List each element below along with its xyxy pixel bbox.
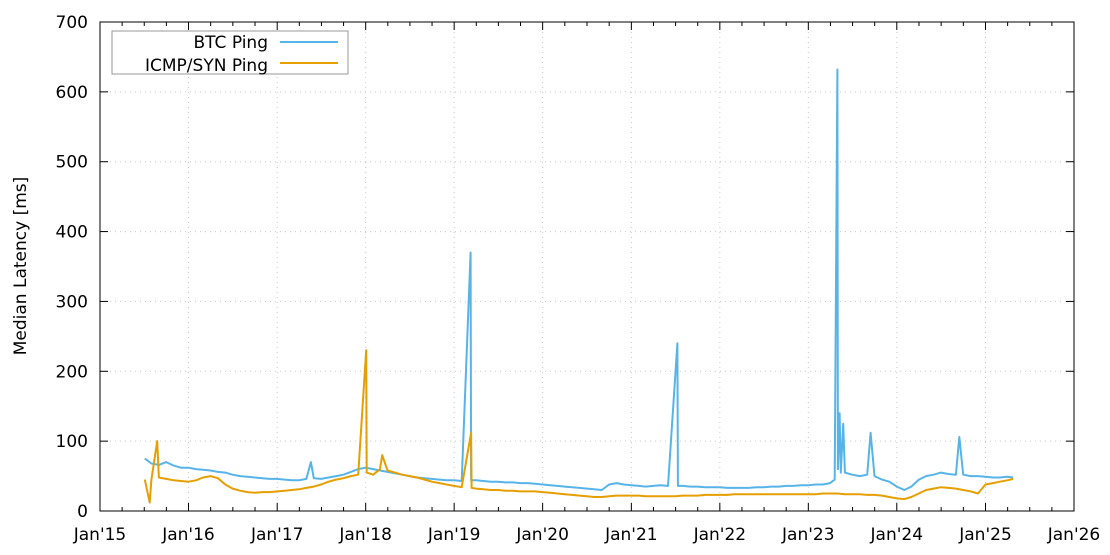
y-tick-label: 400 [56,223,88,243]
series-line-btc-ping [144,68,1014,491]
x-tick-label: Jan'16 [161,525,215,545]
x-tick-label: Jan'18 [338,525,392,545]
x-tick-label: Jan'23 [781,525,835,545]
legend-label-icmp-syn-ping: ICMP/SYN Ping [145,56,268,76]
x-tick-label: Jan'17 [250,525,304,545]
y-tick-label: 100 [56,432,88,452]
x-tick-label: Jan'21 [604,525,658,545]
legend-label-btc-ping: BTC Ping [194,33,269,53]
x-tick-label: Jan'25 [958,525,1012,545]
x-tick-label: Jan'20 [515,525,569,545]
x-tick-label: Jan'22 [693,525,747,545]
y-axis-label: Median Latency [ms] [11,177,31,356]
legend-box [111,30,349,75]
x-tick-label: Jan'19 [427,525,481,545]
y-tick-label: 500 [56,153,88,173]
series-line-icmp-syn-ping [143,349,1014,504]
y-tick-label: 200 [56,362,88,382]
x-tick-label: Jan'24 [870,525,924,545]
y-tick-label: 600 [56,83,88,103]
axis-ticks: 0 100 200 300 400 500 600 700 Jan'15 Jan'16 Jan'17… [56,13,1101,545]
x-tick-label: Jan'26 [1047,525,1101,545]
legend: BTC Ping ICMP/SYN Ping [111,30,349,76]
x-tick-label: Jan'15 [73,525,127,545]
y-tick-label: 0 [77,502,88,522]
y-tick-label: 300 [56,292,88,312]
data-series [143,68,1014,504]
y-tick-label: 700 [56,13,88,33]
